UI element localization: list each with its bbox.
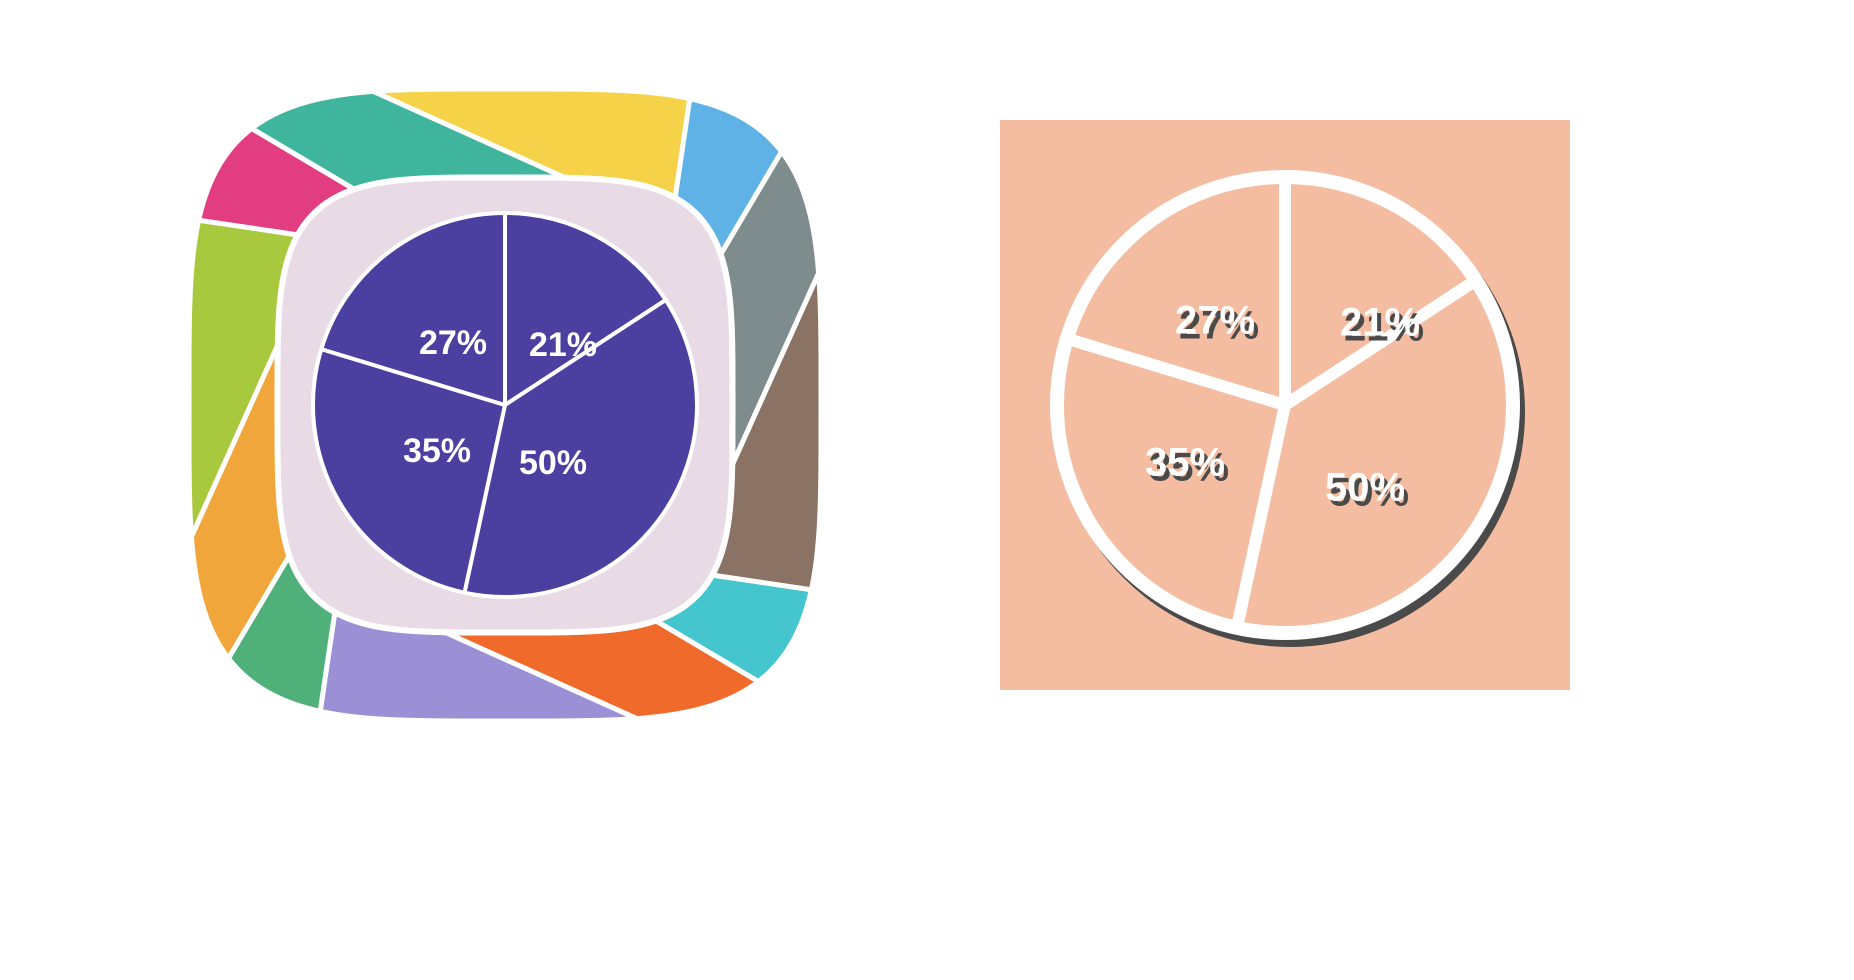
- pie-slice-label: 27%: [419, 324, 487, 362]
- stage: 21% 50% 35% 27% 21% 21% 50% 50% 35% 35% 27% 27%: [0, 0, 1854, 980]
- pie-slice-label: 27%: [1175, 299, 1255, 343]
- left-pie-chart-icon: 21% 50% 35% 27%: [185, 85, 825, 725]
- pie-slice-label: 21%: [529, 326, 597, 364]
- pie-slice-label: 50%: [519, 444, 587, 482]
- pie-main: [1057, 177, 1513, 633]
- pie-slice-label: 35%: [403, 432, 471, 470]
- left-chart-svg: 21% 50% 35% 27%: [185, 85, 825, 725]
- right-pie-chart-icon: 21%21%50%50%35%35%27%27%: [1000, 120, 1570, 690]
- pie-slice-label: 21%: [1340, 301, 1420, 345]
- pie-slice-label: 50%: [1325, 466, 1405, 510]
- pie-slice-label: 35%: [1145, 441, 1225, 485]
- right-chart-svg: 21%21%50%50%35%35%27%27%: [1000, 120, 1570, 690]
